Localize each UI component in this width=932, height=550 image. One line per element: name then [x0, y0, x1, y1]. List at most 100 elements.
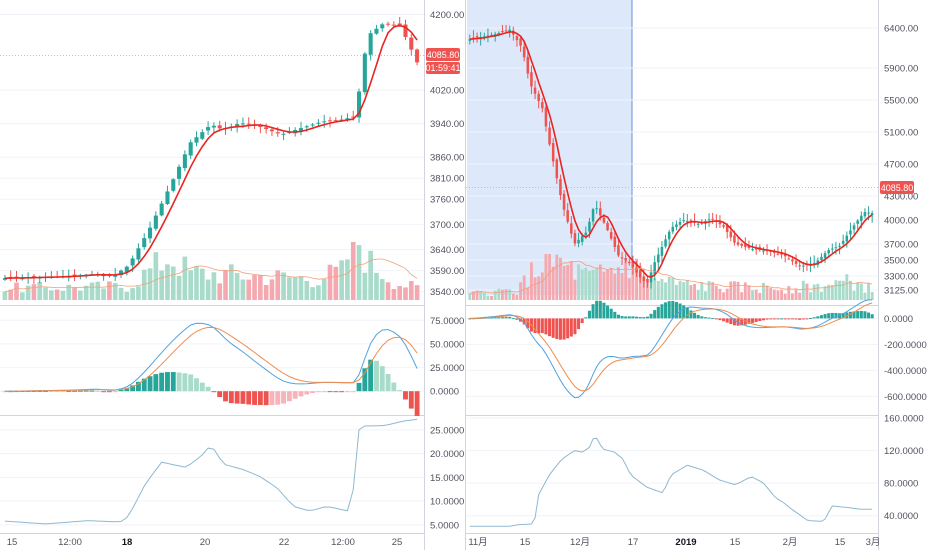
- left-macd-histogram-bar: [188, 374, 194, 392]
- right-macd-histogram-bar: [790, 318, 794, 320]
- right-macd-histogram-bar: [740, 318, 744, 326]
- right-candle-body: [537, 93, 540, 101]
- right-macd-histogram-bar: [490, 317, 494, 319]
- right-volume-bar: [533, 277, 537, 300]
- left-candle-body: [374, 28, 379, 34]
- right-macd-histogram-bar: [642, 317, 646, 319]
- right-candle-body: [718, 222, 722, 225]
- left-macd-histogram-bar: [118, 390, 124, 392]
- y-tick-label: 4300.00: [884, 192, 918, 203]
- right-volume-bar: [805, 283, 809, 300]
- right-candle-body: [570, 223, 573, 234]
- y-tick-label: 40.0000: [884, 511, 918, 522]
- right-candle-body: [609, 232, 613, 239]
- right-volume-bar: [526, 287, 530, 300]
- left-volume-bar: [72, 287, 77, 300]
- right-volume-bar: [769, 287, 773, 300]
- right-macd-histogram-bar: [856, 311, 860, 319]
- right-candle-body: [845, 235, 849, 242]
- left-macd-histogram-bar: [83, 390, 89, 392]
- right-volume-bar: [515, 294, 519, 300]
- x-tick-label: 2019: [675, 537, 696, 548]
- left-candle-body: [235, 124, 240, 128]
- y-tick-label: 5100.00: [884, 128, 918, 139]
- right-macd-histogram-bar: [830, 312, 834, 319]
- left-macd-histogram-bar: [252, 391, 257, 405]
- left-candle-body: [72, 274, 77, 276]
- right-macd-histogram-bar: [508, 317, 512, 319]
- right-macd-histogram-bar: [667, 301, 671, 319]
- x-tick-label: 11月: [468, 537, 487, 548]
- right-candle-body: [573, 233, 577, 244]
- right-macd-histogram-bar: [783, 318, 787, 320]
- y-tick-label: 0.0000: [430, 387, 459, 398]
- left-volume-bar: [374, 272, 379, 300]
- right-signal-line: [469, 302, 873, 392]
- right-macd-histogram-bar: [587, 310, 591, 319]
- right-candle-body: [599, 208, 602, 216]
- right-macd-histogram-bar: [660, 304, 664, 319]
- left-macd-histogram-bar: [54, 390, 60, 392]
- right-macd-histogram-bar: [558, 318, 562, 340]
- y-tick-label: 3760.00: [430, 195, 464, 206]
- right-volume-ma-line: [469, 260, 873, 294]
- y-tick-label: 3640.00: [430, 245, 464, 256]
- right-macd-histogram-bar: [747, 318, 751, 324]
- left-volume-bar: [350, 242, 356, 300]
- right-volume-bar: [569, 261, 573, 300]
- right-volume-bar: [566, 264, 570, 300]
- right-volume-bar: [595, 268, 599, 300]
- right-macd-histogram-bar: [595, 300, 599, 319]
- right-volume-bar: [486, 295, 490, 300]
- axis-labels: 4200.00 4020.00 3940.00 3860.00 3810.00 3760.…: [7, 10, 927, 548]
- left-macd-histogram-bar: [31, 390, 37, 392]
- left-macd-histogram-bar: [130, 385, 136, 392]
- right-volume-bar: [696, 289, 700, 300]
- left-macd-histogram-bar: [344, 391, 350, 393]
- y-tick-label: 25.0000: [430, 425, 464, 436]
- right-macd-histogram-bar: [606, 305, 610, 319]
- right-candle-body: [617, 245, 620, 256]
- left-volume-bar: [25, 285, 31, 300]
- left-candle-body: [362, 53, 367, 93]
- right-macd-histogram-bar: [645, 316, 649, 319]
- left-candle-body: [368, 33, 373, 55]
- y-tick-label: 3810.00: [430, 174, 464, 185]
- right-candle-body: [671, 226, 675, 232]
- left-macd-histogram-bar: [269, 391, 275, 406]
- right-macd-histogram-bar: [816, 316, 820, 319]
- right-macd-histogram-bar: [671, 300, 675, 319]
- right-candle-body: [504, 30, 508, 32]
- left-macd-histogram-bar: [403, 391, 408, 400]
- left-volume-bar: [379, 278, 385, 300]
- x-tick-label: 12月: [570, 537, 590, 548]
- right-macd-histogram-bar: [787, 318, 791, 320]
- right-macd-histogram-bar: [584, 317, 588, 319]
- right-candle-body: [787, 258, 791, 260]
- left-macd-histogram-bar: [217, 391, 223, 398]
- left-macd-histogram-bar: [72, 390, 78, 392]
- right-candle-body: [595, 208, 598, 210]
- right-candle-body: [751, 248, 754, 250]
- y-tick-label: 20.0000: [430, 449, 464, 460]
- right-macd-histogram-bar: [707, 317, 711, 319]
- right-macd-histogram-bar: [500, 317, 504, 319]
- right-volume-bar: [471, 291, 475, 300]
- right-macd-histogram-bar: [794, 318, 798, 320]
- left-candle-body: [130, 258, 135, 266]
- right-volume-bar: [613, 273, 617, 300]
- right-candle-body: [602, 217, 606, 223]
- right-volume-bar: [475, 290, 479, 300]
- right-volume-bar: [751, 290, 755, 300]
- right-volume-bar: [511, 293, 515, 300]
- left-volume-bar: [356, 245, 362, 300]
- left-volume-bar: [275, 270, 281, 300]
- left-candle-body: [322, 121, 327, 123]
- y-tick-label: -600.0000: [884, 392, 927, 403]
- right-macd-histogram-bar: [497, 317, 501, 319]
- y-tick-label: 25.0000: [430, 363, 464, 374]
- right-candle-body: [591, 209, 595, 222]
- right-candle-body: [820, 256, 823, 260]
- y-tick-label: 5900.00: [884, 64, 918, 75]
- right-macd-histogram-bar: [515, 318, 519, 320]
